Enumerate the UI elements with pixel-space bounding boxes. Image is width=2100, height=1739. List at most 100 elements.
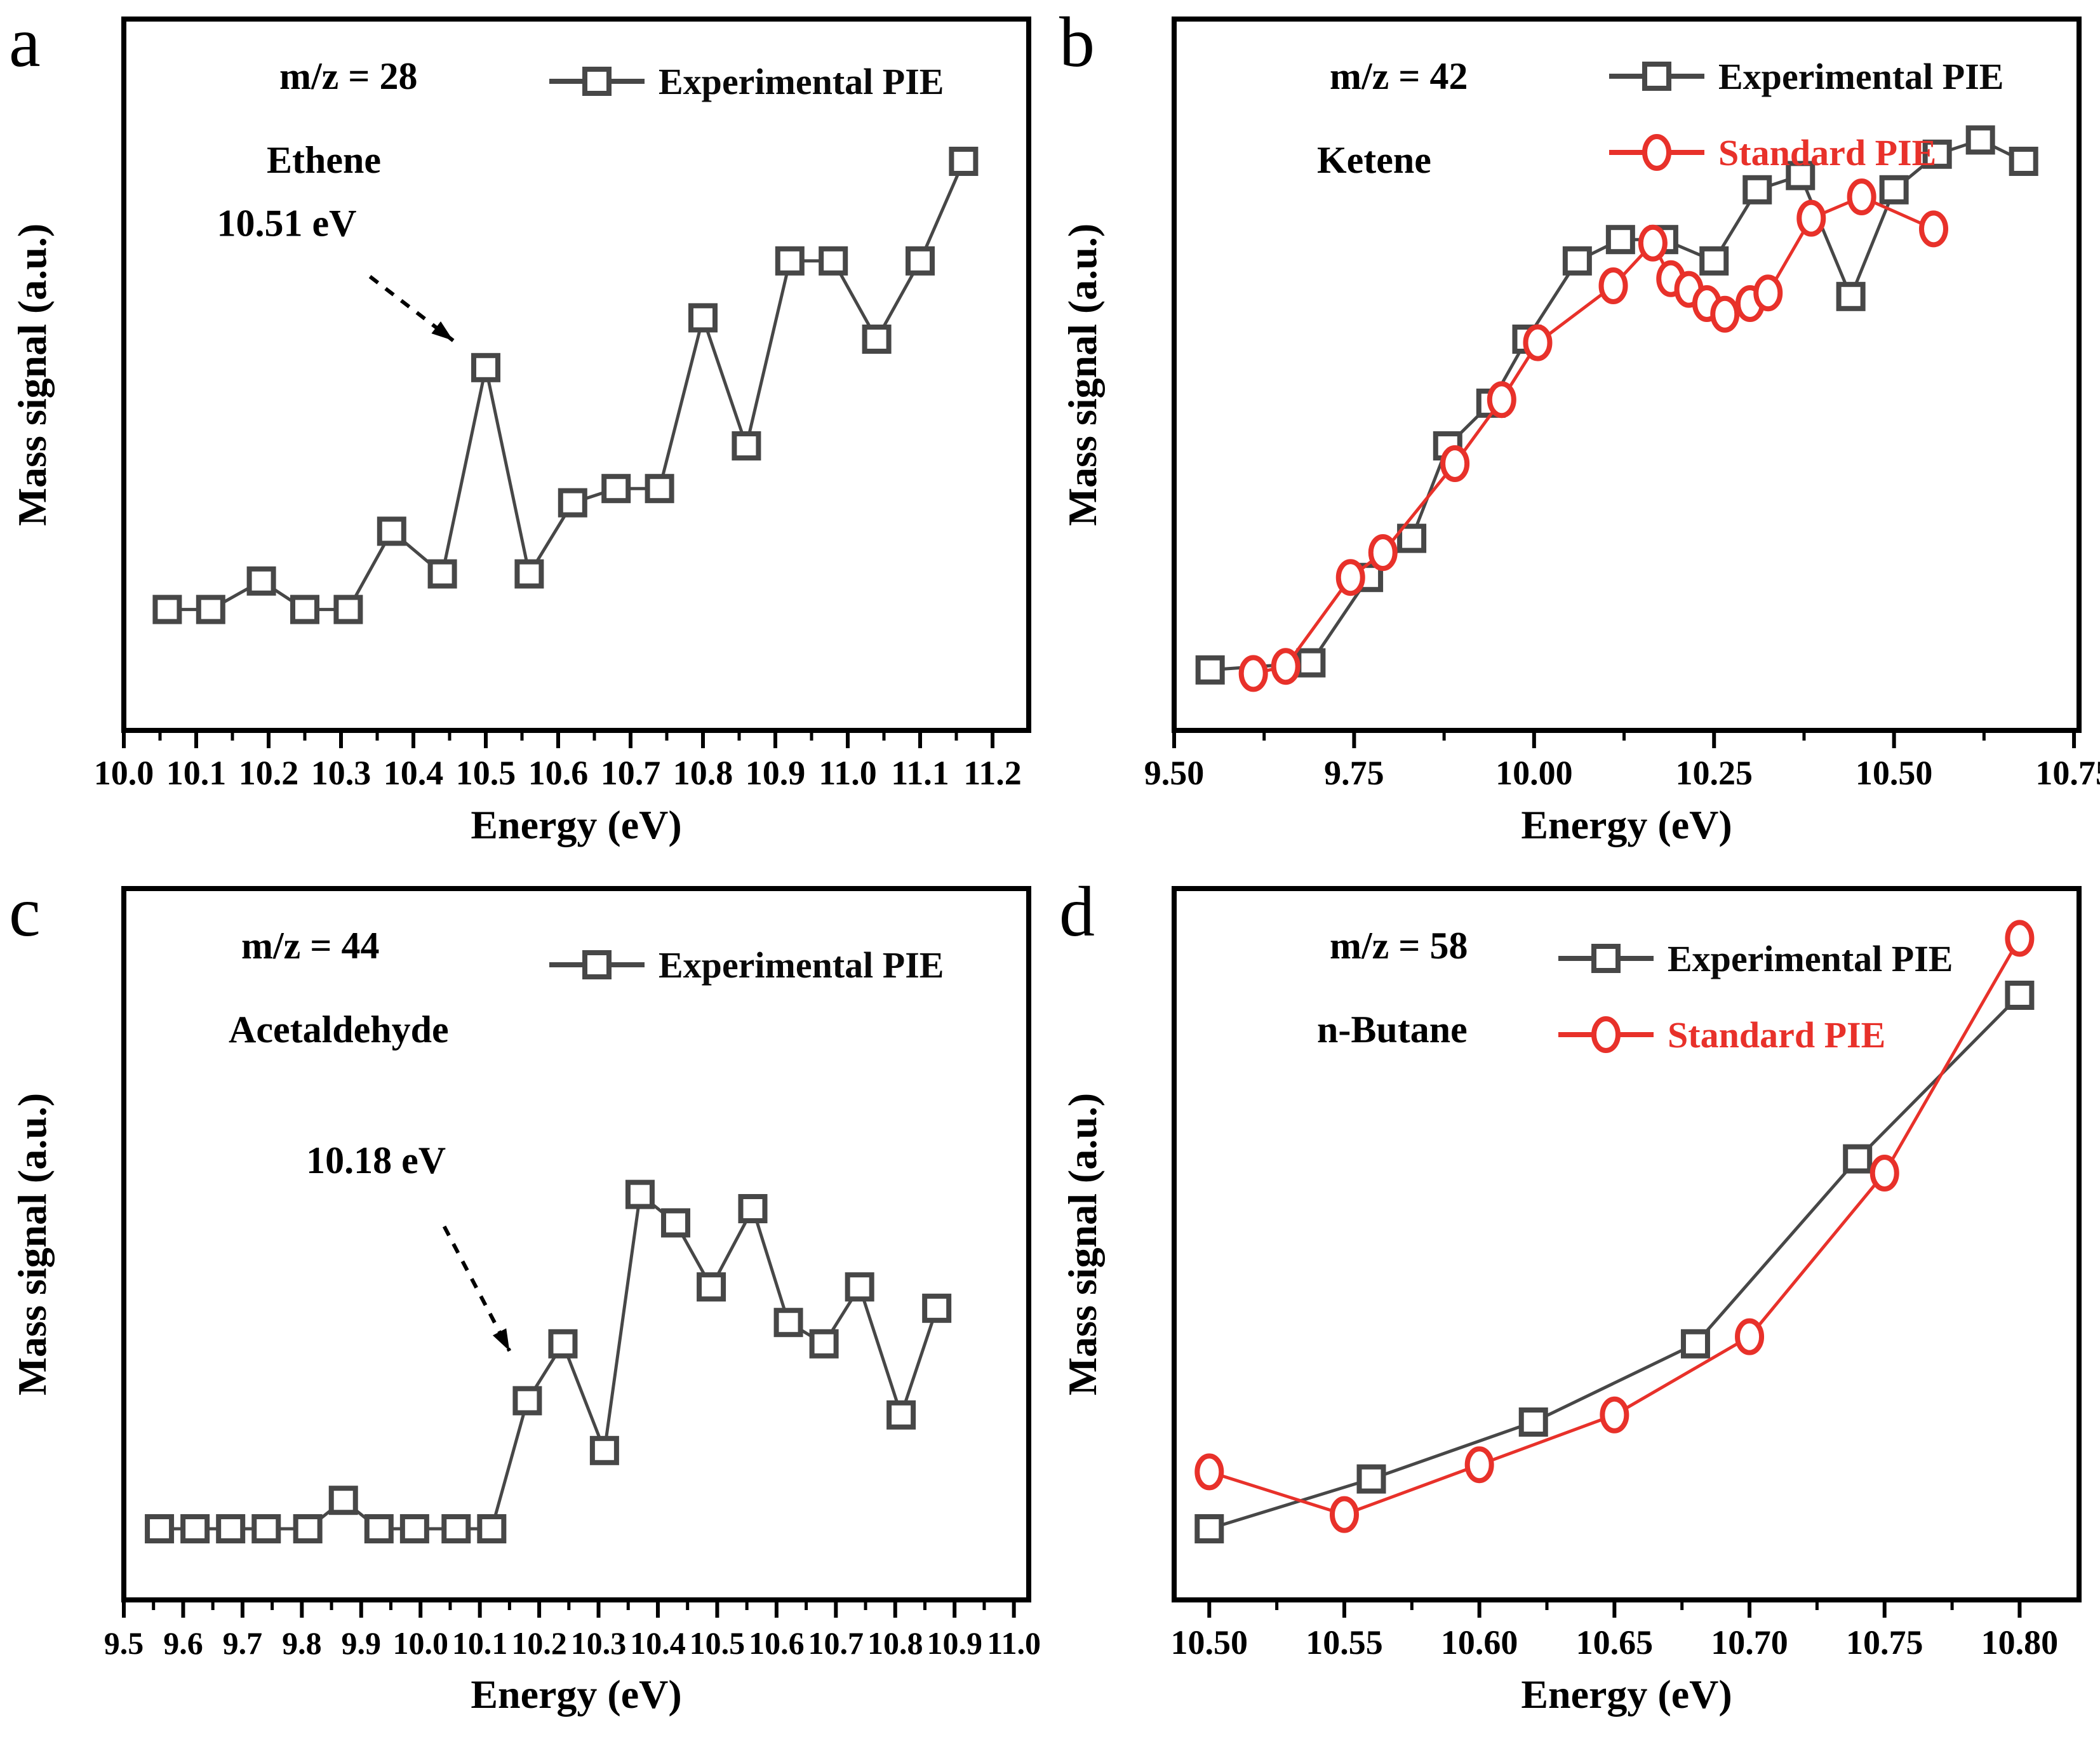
plot-b: 9.50 9.75 10.00 10.25 10.50 10.75 Energy (eV) M… — [1060, 17, 2100, 847]
data-point-square — [1591, 944, 1621, 973]
legend-label-experimental-pie: Experimental PIE — [1718, 56, 2003, 97]
y-axis-title: Mass signal (a.u.) — [10, 224, 55, 527]
data-point-square — [1742, 175, 1772, 205]
data-point-square — [216, 1514, 246, 1543]
plot-d: 10.50 10.55 10.60 10.65 10.70 10.75 10.80 Energ… — [1060, 886, 2082, 1717]
data-point-square — [845, 1272, 874, 1302]
plot-a: 10.0 10.1 10.2 10.3 10.4 10.5 10.6 10.7 10.8 10.9… — [10, 17, 1031, 847]
x-axis-tick-label: 9.50 — [1144, 754, 1205, 792]
data-point-square — [196, 594, 225, 624]
data-point-circle — [1735, 1318, 1765, 1355]
data-point-square — [246, 566, 276, 596]
data-point-square — [1605, 225, 1635, 255]
legend-label-experimental-pie: Experimental PIE — [659, 944, 944, 986]
data-point-square — [441, 1514, 471, 1543]
data-point-square — [601, 474, 631, 504]
data-point-square — [180, 1514, 210, 1543]
data-point-square — [145, 1514, 175, 1543]
x-axis-tick-label: 10.2 — [511, 1625, 567, 1661]
x-axis-tick-label: 10.9 — [926, 1625, 982, 1661]
x-axis-tick-label: 10.8 — [673, 754, 733, 792]
x-axis-tick-label: 9.6 — [163, 1625, 203, 1661]
x-axis-tick-label: 10.25 — [1675, 754, 1753, 792]
panel-title-species: Acetaldehyde — [229, 1009, 449, 1051]
plot-frame — [121, 886, 1031, 1602]
data-point-square — [328, 1486, 358, 1515]
x-axis-tick-label: 10.60 — [1441, 1623, 1518, 1662]
data-point-circle — [1440, 445, 1470, 482]
data-point-square — [661, 1208, 691, 1238]
data-point-square — [152, 594, 182, 624]
data-point-square — [697, 1272, 726, 1302]
x-axis-tick-label: 10.4 — [384, 754, 444, 792]
x-axis-tick-label: 10.6 — [528, 754, 589, 792]
data-point-square — [364, 1514, 394, 1543]
x-axis-tick-label: 10.55 — [1306, 1623, 1383, 1662]
data-point-square — [514, 559, 544, 589]
data-point-circle — [1642, 134, 1671, 171]
data-point-square — [333, 594, 363, 624]
x-axis-tick-label: 10.7 — [808, 1625, 864, 1661]
x-axis-tick-label: 9.7 — [223, 1625, 263, 1661]
x-axis-tick-label: 10.5 — [456, 754, 516, 792]
data-point-square — [2005, 981, 2035, 1010]
data-point-circle — [1796, 199, 1826, 237]
panel-letter-b: b — [1059, 3, 1095, 82]
data-point-circle — [1464, 1446, 1494, 1484]
data-point-circle — [1194, 1453, 1224, 1491]
data-point-square — [949, 147, 979, 176]
data-point-square — [1562, 246, 1592, 276]
x-axis-tick-label: 11.1 — [891, 754, 949, 792]
data-point-square — [862, 325, 892, 354]
data-point-circle — [1753, 274, 1783, 312]
data-point-square — [625, 1179, 655, 1209]
x-axis-tick-label: 10.3 — [311, 754, 371, 792]
annotation-text: 10.18 eV — [306, 1139, 446, 1181]
x-axis-tick-label: 10.00 — [1495, 754, 1573, 792]
data-point-square — [1836, 281, 1866, 311]
x-axis-tick-label: 10.70 — [1711, 1623, 1788, 1662]
data-point-circle — [1847, 178, 1876, 215]
x-axis-tick-label: 10.1 — [452, 1625, 508, 1661]
x-axis-tick-label: 10.5 — [690, 1625, 746, 1661]
x-axis-title: Energy (eV) — [471, 1672, 681, 1717]
data-point-circle — [1869, 1155, 1899, 1192]
plot-frame — [1172, 886, 2082, 1602]
panel-title-mz: m/z = 44 — [241, 925, 379, 967]
data-point-square — [1922, 139, 1952, 169]
x-axis-tick-label: 10.6 — [749, 1625, 805, 1661]
data-point-square — [645, 474, 674, 504]
data-point-square — [293, 1514, 323, 1543]
panel-letter-c: c — [9, 873, 41, 951]
x-axis-tick-label: 11.0 — [987, 1625, 1041, 1661]
x-axis-tick-label: 10.2 — [239, 754, 299, 792]
data-point-square — [906, 246, 935, 276]
data-point-square — [399, 1514, 429, 1543]
x-axis-tick-label: 10.50 — [1856, 754, 1933, 792]
data-point-circle — [1591, 1016, 1621, 1053]
data-point-square — [1642, 62, 1671, 91]
legend-label-standard-pie: Standard PIE — [1718, 132, 1936, 173]
data-point-square — [1879, 175, 1909, 205]
data-point-square — [775, 246, 805, 276]
data-point-square — [1680, 1329, 1710, 1359]
data-point-square — [582, 950, 612, 979]
x-axis-tick-label: 10.75 — [1846, 1623, 1923, 1662]
x-axis-title: Energy (eV) — [1521, 802, 1732, 847]
y-axis-title: Mass signal (a.u.) — [1060, 224, 1105, 527]
x-axis-tick-label: 11.2 — [963, 754, 1022, 792]
series-line-experimental-pie — [159, 1191, 939, 1531]
x-axis-tick-label: 10.9 — [746, 754, 806, 792]
data-point-square — [290, 594, 319, 624]
data-point-circle — [1368, 534, 1398, 571]
x-axis-title: Energy (eV) — [1521, 1672, 1732, 1717]
data-point-square — [251, 1514, 281, 1543]
data-point-square — [732, 431, 761, 460]
annotation-arrowhead — [431, 321, 453, 341]
panel-a: a 10.0 10.1 10.2 10.3 10.4 10.5 10.6 10.7 10.8 10… — [0, 0, 1050, 869]
data-point-square — [548, 1329, 578, 1359]
annotation-text: 10.51 eV — [217, 203, 357, 245]
x-axis-title: Energy (eV) — [471, 802, 681, 847]
x-axis-tick-label: 10.4 — [630, 1625, 686, 1661]
